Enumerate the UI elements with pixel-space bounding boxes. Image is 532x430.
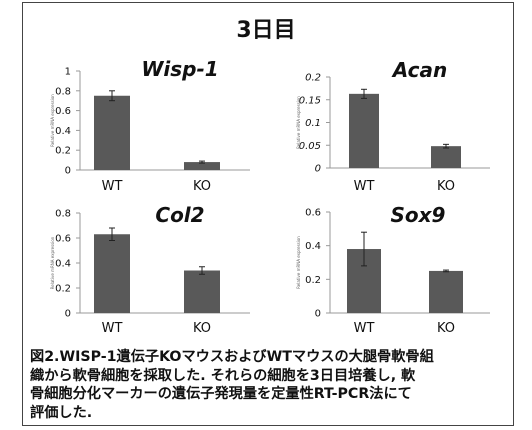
figure-title: 3日目	[236, 18, 296, 43]
y-tick-label: 0.1	[305, 118, 321, 129]
bar-wt	[94, 234, 130, 313]
chart-title: Wisp-1	[141, 57, 218, 81]
bar-ko	[184, 162, 220, 170]
category-label: WT	[354, 321, 375, 336]
y-axis-label: Relative mRNA expression	[296, 96, 301, 149]
y-tick-label: 0.05	[299, 141, 321, 152]
category-label: KO	[193, 321, 211, 336]
y-tick-label: 0.8	[55, 209, 71, 220]
y-tick-label: 0.2	[305, 275, 321, 286]
chart-title: Acan	[391, 58, 447, 82]
y-tick-label: 0.15	[299, 95, 321, 106]
bar-ko	[429, 270, 463, 313]
caption-line: 図2.WISP-1遺伝子KOマウスおよびWTマウスの大腿骨軟骨組	[30, 349, 434, 365]
caption-line: 織から軟骨細胞を採取した. それらの細胞を3日目培養し, 軟	[30, 367, 416, 384]
y-tick-label: 0.4	[305, 241, 321, 252]
chart-title: Col2	[155, 203, 204, 227]
y-tick-label: 0.2	[305, 73, 321, 84]
y-tick-label: 0	[315, 309, 321, 320]
figure-frame	[22, 2, 514, 426]
y-tick-label: 1	[65, 67, 71, 78]
y-tick-label: 0.6	[305, 208, 321, 219]
y-tick-label: 0	[65, 166, 71, 177]
y-axis-label: Relative mRNA expression	[296, 236, 301, 289]
bar-ko	[184, 270, 220, 313]
chart-acan: 0 0.05 0.1 0.15 0.2 Relative mRNA expression W…	[296, 56, 490, 194]
bar-ko	[431, 146, 461, 168]
caption-line: 骨細胞分化マーカーの遺伝子発現量を定量性RT-PCR法にて	[30, 386, 412, 402]
chart-title: Sox9	[391, 203, 446, 227]
y-axis-label: Relative mRNA expression	[50, 94, 55, 147]
category-label: KO	[437, 321, 455, 336]
y-tick-label: 0.6	[55, 106, 71, 117]
chart-wisp1: 0 0.2 0.4 0.6 0.8 1 Relative mRNA expression WT…	[50, 55, 250, 194]
category-label: WT	[354, 179, 375, 194]
y-tick-label: 0	[65, 309, 71, 320]
y-tick-label: 0.2	[55, 284, 71, 295]
category-label: WT	[102, 179, 123, 194]
y-tick-label: 0.2	[55, 146, 71, 157]
y-axis-label: Relative mRNA expression	[50, 236, 55, 289]
category-label: WT	[102, 321, 123, 336]
chart-col2: 0 0.2 0.4 0.6 0.8 Relative mRNA expression WT K…	[50, 201, 250, 336]
y-tick-label: 0	[315, 164, 321, 175]
chart-sox9: 0 0.2 0.4 0.6 Relative mRNA expression WT KO So…	[296, 201, 490, 336]
bar-wt	[349, 93, 379, 168]
category-label: KO	[437, 179, 455, 194]
caption-line: 評価した.	[30, 404, 93, 421]
bar-wt	[94, 95, 130, 170]
y-tick-label: 0.4	[55, 126, 71, 137]
y-tick-label: 0.6	[55, 234, 71, 245]
category-label: KO	[193, 179, 211, 194]
y-tick-label: 0.8	[55, 86, 71, 97]
y-tick-label: 0.4	[55, 259, 71, 270]
figure-caption: 図2.WISP-1遺伝子KOマウスおよびWTマウスの大腿骨軟骨組 織から軟骨細胞…	[30, 348, 510, 422]
